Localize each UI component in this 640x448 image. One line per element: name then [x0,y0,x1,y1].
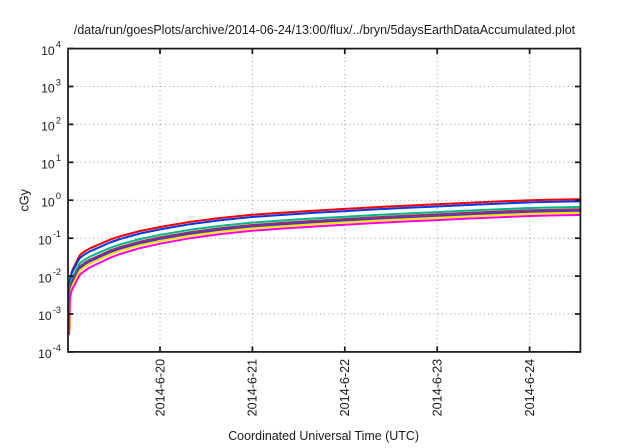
svg-text:cGy: cGy [18,188,32,211]
svg-text:2014-6-23: 2014-6-23 [431,359,445,416]
svg-text:2014-6-24: 2014-6-24 [523,359,537,416]
svg-text:/data/run/goesPlots/archive/20: /data/run/goesPlots/archive/2014-06-24/1… [74,23,576,37]
svg-text:Coordinated Universal Time (UT: Coordinated Universal Time (UTC) [228,429,419,443]
svg-text:2014-6-22: 2014-6-22 [338,359,352,416]
svg-text:2014-6-21: 2014-6-21 [246,359,260,416]
svg-text:2014-6-20: 2014-6-20 [153,359,167,416]
